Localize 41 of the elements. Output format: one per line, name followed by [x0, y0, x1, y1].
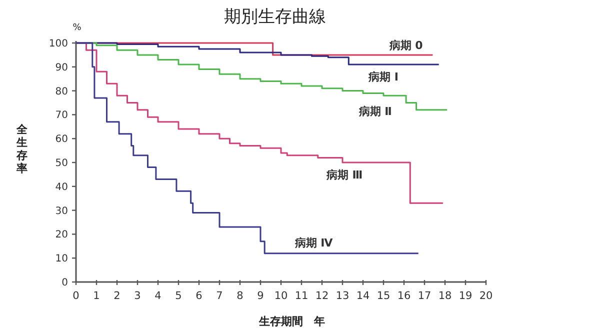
x-tick-label: 19: [458, 290, 472, 302]
x-tick-label: 3: [134, 290, 141, 302]
x-tick-label: 14: [356, 290, 370, 302]
y-tick-label: 0: [62, 278, 68, 288]
y-tick-label: 90: [55, 62, 68, 74]
series-label: 病期 Ⅰ: [368, 70, 398, 84]
text: %: [72, 23, 82, 33]
y-tick-label: 80: [55, 86, 68, 98]
x-tick-label: 5: [175, 290, 182, 302]
x-tick-label: 0: [72, 290, 80, 302]
x-tick-label: 10: [274, 290, 288, 302]
x-tick-label: 7: [216, 290, 223, 302]
x-tick-label: 13: [336, 290, 350, 302]
y-tick-label: 20: [55, 230, 68, 241]
x-tick-label: 2: [114, 290, 120, 302]
y-tick-label: 100: [48, 38, 68, 50]
x-tick-label: 6: [196, 290, 203, 302]
series-label: 病期 Ⅳ: [294, 236, 334, 250]
x-axis-title: 生存期間 年: [258, 315, 325, 328]
y-tick-label: 60: [55, 134, 68, 146]
series-label: 病期 0: [388, 38, 424, 52]
x-tick-label: 15: [376, 290, 390, 302]
x-tick-label: 11: [294, 290, 308, 302]
y-tick-label: 70: [55, 110, 68, 122]
x-tick-label: 17: [418, 290, 432, 302]
x-tick-label: 8: [236, 290, 244, 302]
x-tick-label: 4: [154, 290, 162, 302]
y-tick-label: 40: [55, 182, 68, 193]
y-tick-label: 30: [55, 206, 68, 217]
x-tick-label: 18: [438, 290, 452, 302]
x-tick-label: 9: [257, 290, 264, 302]
series-label: 病期 Ⅱ: [358, 105, 392, 118]
chart-title: 期別生存曲線: [224, 7, 326, 27]
x-tick-label: 20: [479, 290, 493, 302]
y-axis-title: 全生存率: [16, 123, 28, 175]
x-tick-label: 12: [315, 290, 329, 302]
y-tick-label: 50: [55, 158, 68, 169]
series-label: 病期 Ⅲ: [325, 168, 363, 182]
y-tick-label: 10: [55, 254, 68, 265]
x-tick-label: 16: [397, 290, 411, 302]
x-tick-label: 1: [93, 290, 100, 302]
